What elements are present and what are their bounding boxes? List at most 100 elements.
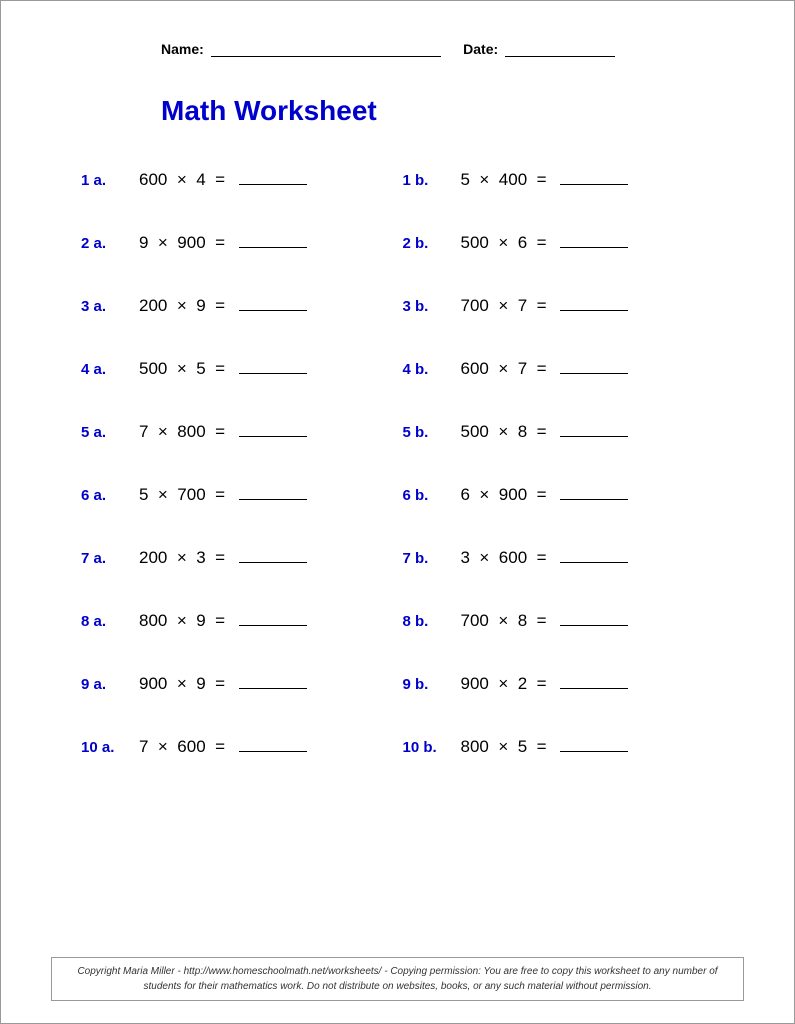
- operator: ×: [470, 485, 499, 505]
- operand-right: 600: [499, 548, 527, 568]
- operator: ×: [167, 359, 196, 379]
- operator: ×: [148, 485, 177, 505]
- problem-label: 3 a.: [81, 298, 139, 315]
- answer-blank[interactable]: [560, 167, 628, 185]
- problem: 8 a.800 × 9 =: [81, 608, 403, 631]
- equals-sign: =: [527, 674, 556, 694]
- problem-expression: 700 × 7 =: [461, 293, 629, 316]
- problem-expression: 500 × 5 =: [139, 356, 307, 379]
- answer-blank[interactable]: [560, 482, 628, 500]
- operand-right: 800: [177, 422, 205, 442]
- operator: ×: [167, 170, 196, 190]
- answer-blank[interactable]: [560, 419, 628, 437]
- operand-left: 7: [139, 422, 148, 442]
- problem-expression: 900 × 9 =: [139, 671, 307, 694]
- problem-expression: 3 × 600 =: [461, 545, 629, 568]
- problem-expression: 800 × 5 =: [461, 734, 629, 757]
- problem: 7 b.3 × 600 =: [403, 545, 725, 568]
- operand-left: 900: [139, 674, 167, 694]
- problem-row: 10 a.7 × 600 = 10 b.800 × 5 =: [81, 734, 724, 757]
- problem-label: 3 b.: [403, 298, 461, 315]
- problem-expression: 500 × 6 =: [461, 230, 629, 253]
- equals-sign: =: [527, 485, 556, 505]
- problem-label: 9 b.: [403, 676, 461, 693]
- operator: ×: [489, 233, 518, 253]
- problem-label: 9 a.: [81, 676, 139, 693]
- operand-right: 600: [177, 737, 205, 757]
- problem: 6 a.5 × 700 =: [81, 482, 403, 505]
- equals-sign: =: [527, 233, 556, 253]
- answer-blank[interactable]: [239, 482, 307, 500]
- answer-blank[interactable]: [560, 545, 628, 563]
- operand-left: 700: [461, 296, 489, 316]
- problem-expression: 500 × 8 =: [461, 419, 629, 442]
- operand-left: 500: [461, 233, 489, 253]
- problem-expression: 700 × 8 =: [461, 608, 629, 631]
- problem: 4 a.500 × 5 =: [81, 356, 403, 379]
- answer-blank[interactable]: [239, 293, 307, 311]
- problem-expression: 9 × 900 =: [139, 230, 307, 253]
- operand-right: 5: [518, 737, 527, 757]
- answer-blank[interactable]: [239, 734, 307, 752]
- answer-blank[interactable]: [239, 419, 307, 437]
- answer-blank[interactable]: [560, 293, 628, 311]
- operand-right: 700: [177, 485, 205, 505]
- problem-label: 8 b.: [403, 613, 461, 630]
- problem: 7 a.200 × 3 =: [81, 545, 403, 568]
- operator: ×: [489, 674, 518, 694]
- operand-left: 5: [461, 170, 470, 190]
- operator: ×: [489, 422, 518, 442]
- operand-right: 7: [518, 296, 527, 316]
- operand-right: 9: [196, 296, 205, 316]
- operand-left: 600: [461, 359, 489, 379]
- equals-sign: =: [206, 737, 235, 757]
- operand-right: 6: [518, 233, 527, 253]
- problem: 1 a.600 × 4 =: [81, 167, 403, 190]
- problem-label: 4 a.: [81, 361, 139, 378]
- operator: ×: [148, 422, 177, 442]
- problem-label: 4 b.: [403, 361, 461, 378]
- operator: ×: [167, 296, 196, 316]
- equals-sign: =: [206, 170, 235, 190]
- problem: 3 b.700 × 7 =: [403, 293, 725, 316]
- header: Name: Date:: [61, 41, 734, 57]
- answer-blank[interactable]: [239, 230, 307, 248]
- problem-expression: 6 × 900 =: [461, 482, 629, 505]
- answer-blank[interactable]: [560, 356, 628, 374]
- problem: 4 b.600 × 7 =: [403, 356, 725, 379]
- problem-row: 1 a.600 × 4 = 1 b.5 × 400 =: [81, 167, 724, 190]
- operand-left: 500: [139, 359, 167, 379]
- answer-blank[interactable]: [560, 671, 628, 689]
- operand-right: 4: [196, 170, 205, 190]
- equals-sign: =: [527, 737, 556, 757]
- operand-left: 9: [139, 233, 148, 253]
- problem: 10 a.7 × 600 =: [81, 734, 403, 757]
- equals-sign: =: [206, 359, 235, 379]
- problem: 6 b.6 × 900 =: [403, 482, 725, 505]
- answer-blank[interactable]: [239, 671, 307, 689]
- answer-blank[interactable]: [239, 545, 307, 563]
- answer-blank[interactable]: [560, 734, 628, 752]
- answer-blank[interactable]: [560, 608, 628, 626]
- problem: 3 a.200 × 9 =: [81, 293, 403, 316]
- problem-row: 4 a.500 × 5 = 4 b.600 × 7 =: [81, 356, 724, 379]
- date-label: Date:: [463, 41, 498, 57]
- problem-expression: 600 × 7 =: [461, 356, 629, 379]
- operand-left: 6: [461, 485, 470, 505]
- operand-right: 9: [196, 674, 205, 694]
- problem-row: 8 a.800 × 9 = 8 b.700 × 8 =: [81, 608, 724, 631]
- operand-left: 5: [139, 485, 148, 505]
- answer-blank[interactable]: [560, 230, 628, 248]
- problem-row: 3 a.200 × 9 = 3 b.700 × 7 =: [81, 293, 724, 316]
- problem-expression: 900 × 2 =: [461, 671, 629, 694]
- answer-blank[interactable]: [239, 356, 307, 374]
- operator: ×: [489, 611, 518, 631]
- answer-blank[interactable]: [239, 608, 307, 626]
- answer-blank[interactable]: [239, 167, 307, 185]
- date-blank[interactable]: [505, 42, 615, 57]
- name-blank[interactable]: [211, 42, 441, 57]
- problem-expression: 200 × 9 =: [139, 293, 307, 316]
- operand-right: 2: [518, 674, 527, 694]
- problems-grid: 1 a.600 × 4 = 1 b.5 × 400 = 2 a.9 × 900 …: [61, 167, 734, 757]
- equals-sign: =: [206, 296, 235, 316]
